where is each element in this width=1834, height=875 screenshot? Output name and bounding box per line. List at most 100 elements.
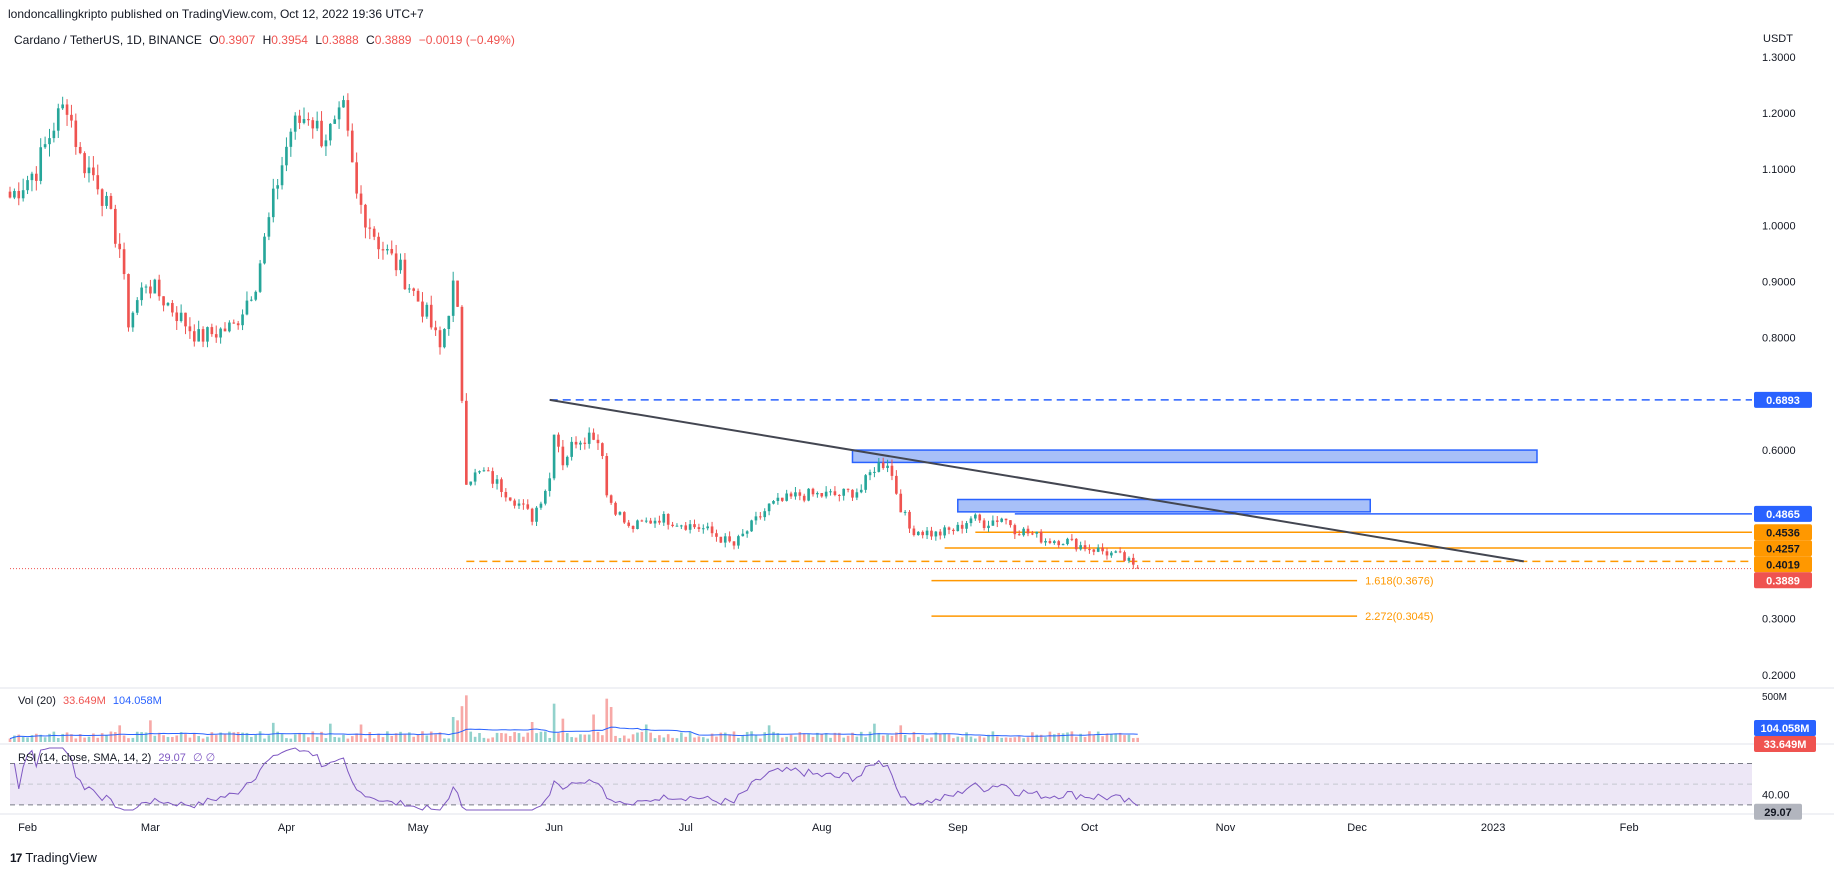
volume-bar [1048,731,1052,742]
candle [965,520,968,534]
candle [407,283,411,293]
candle [197,320,200,342]
candle [337,101,341,129]
candle-body [723,536,727,543]
candle-body [131,312,135,328]
candle [798,489,802,501]
candle-body [987,525,990,529]
x-tick-label: Sep [948,822,968,834]
candle-body [886,465,889,469]
volume-bar [982,737,986,742]
volume-bar [952,738,955,742]
volume-bar [912,731,916,742]
candle-body [315,120,319,129]
volume-bar [43,737,47,742]
volume-bar [675,738,679,742]
candle [280,156,284,190]
volume-bar [732,731,736,742]
volume-bar [1035,734,1039,742]
ohlc-low: L0.3888 [315,33,359,47]
volume-bar [570,737,573,742]
candle-body [671,524,674,527]
candle [131,311,135,332]
supply-zone-upper [851,449,1538,464]
tradingview-footer[interactable]: 17 TradingView [10,850,97,865]
volume-bar [157,732,161,742]
volume-bar [684,736,688,742]
candle [1013,523,1017,540]
volume-bar [473,736,477,742]
candle [1000,517,1003,523]
volume-bar [166,736,170,742]
candle [785,489,788,502]
volume-bar [386,731,389,742]
candle [236,320,240,330]
volume-bar [609,707,613,742]
volume-bar [745,731,749,742]
supply-zones [851,449,1538,513]
volume-bar [236,731,240,742]
candle [302,107,306,125]
descending-trendline [549,398,1524,563]
price-tags: 0.6893 0.4865 0.4536 0.4257 0.4019 0.3889 104.… [1754,391,1816,820]
candle [943,525,946,539]
candle-body [43,144,47,148]
candle-body [895,475,898,494]
candle [622,511,626,525]
candle-body [710,526,714,534]
volume-bar [526,732,530,742]
candle [175,306,179,330]
candle [653,517,657,528]
candle-body [17,190,21,199]
volume-bar [105,734,108,742]
volume-bar [1039,734,1043,742]
candle-body [903,511,907,513]
candle-body [504,491,508,498]
candle [851,489,854,501]
candle-body [285,146,288,166]
candle-body [188,326,192,332]
candle [1009,520,1012,528]
volume-bar [443,738,446,742]
candle [78,142,82,155]
volume-bar [596,731,600,742]
candle [706,522,709,531]
candle [451,271,455,323]
candle [1092,548,1096,556]
candle [570,437,573,461]
candle [298,109,301,130]
volume-tag-bg [1754,720,1816,736]
volume-bar [956,736,960,742]
volume-bar [557,733,560,742]
candle-body [636,520,639,530]
volume-bar [798,732,802,742]
candle-body [868,472,872,476]
candle-body [530,508,534,522]
candle-body [276,185,279,189]
volume-bar [785,736,788,742]
candle-body [241,314,244,326]
candle-body [570,441,573,457]
candle [416,288,420,302]
rsi-series [10,747,1752,811]
candle-body [701,528,705,530]
candle-body [425,304,429,317]
candle-body [763,511,767,518]
candle [241,309,244,331]
volume-bar [706,738,709,742]
candle [83,151,86,178]
candle [258,259,262,293]
candle-body [465,400,468,485]
candle [122,242,126,280]
candle [469,481,473,487]
volume-bar [807,733,810,742]
candle-body [776,497,780,501]
candle [877,457,881,473]
volume-bar [298,732,301,742]
candle-body [478,471,481,473]
price-tag-0.4536: 0.4536 [1766,527,1800,539]
candle-body [794,492,797,497]
volume-bar [772,731,775,742]
volume-bar [491,737,494,742]
candle-body [877,462,881,472]
